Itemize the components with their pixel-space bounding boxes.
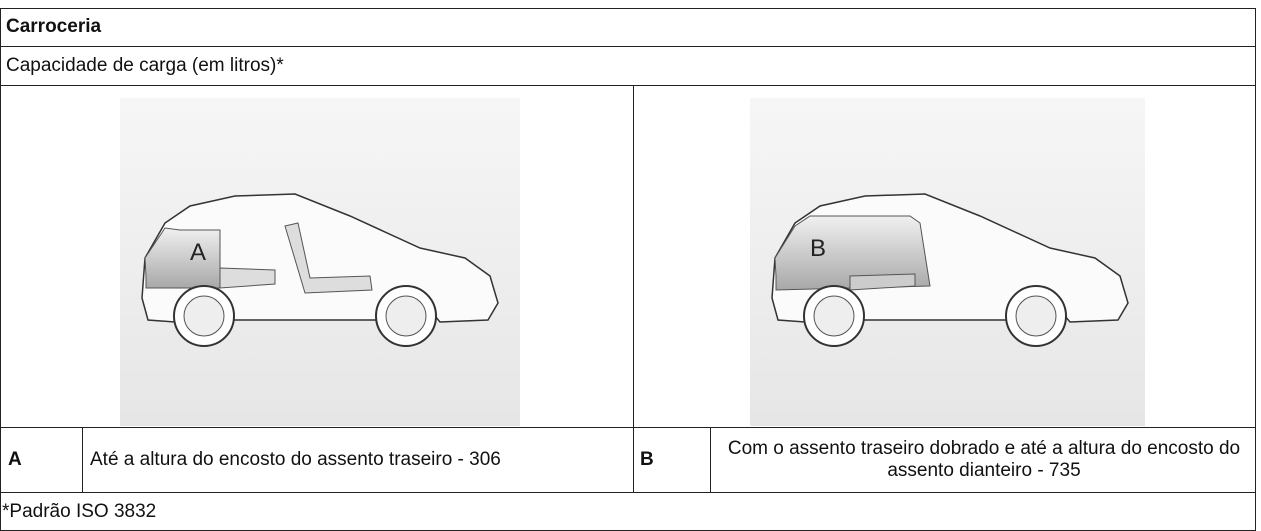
column-divider bbox=[710, 427, 711, 492]
row-divider bbox=[0, 85, 1256, 86]
row-divider bbox=[0, 46, 1256, 47]
row-divider bbox=[0, 427, 1256, 428]
column-divider bbox=[82, 427, 83, 492]
image-label: B bbox=[810, 235, 826, 262]
column-divider bbox=[633, 85, 634, 492]
row-key: A bbox=[8, 448, 22, 470]
row-key: B bbox=[640, 448, 654, 470]
row-text: Com o assento traseiro dobrado e até a a… bbox=[727, 437, 1241, 481]
row-divider bbox=[0, 492, 1256, 493]
table-subtitle: Capacidade de carga (em litros)* bbox=[6, 54, 284, 76]
image-label: A bbox=[190, 239, 206, 266]
footnote: *Padrão ISO 3832 bbox=[2, 500, 157, 522]
car-illustration: A bbox=[120, 98, 520, 426]
row-text: Até a altura do encosto do assento trase… bbox=[90, 448, 501, 470]
car-illustration: B bbox=[750, 98, 1145, 426]
table-title: Carroceria bbox=[6, 16, 102, 37]
